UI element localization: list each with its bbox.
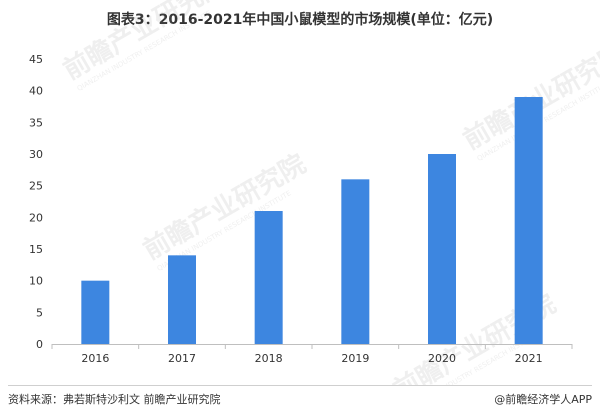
watermark-text: 前瞻产业研究院 [138,148,311,266]
y-tick-label: 30 [29,148,43,161]
bar-2020 [428,154,456,344]
y-tick-label: 0 [36,338,43,351]
x-axis: 2016 2017 2018 2019 2020 2021 [51,344,573,365]
bar-2021 [514,97,543,344]
y-tick-label: 5 [36,306,43,319]
bar-2018 [254,211,283,344]
bar-2017 [168,255,196,344]
x-tick-label: 2018 [255,352,283,365]
bar-2016 [81,280,110,344]
y-tick-label: 45 [29,53,43,66]
x-tick-label: 2017 [168,352,196,365]
footer-divider [8,385,592,386]
bar-2019 [341,179,370,344]
y-tick-label: 25 [29,180,43,193]
brand-credit: @前瞻经济学人APP [494,393,592,406]
x-tick-label: 2021 [515,352,543,365]
x-tick-label: 2016 [81,352,109,365]
y-tick-label: 20 [29,211,43,224]
y-tick-label: 35 [29,116,43,129]
y-tick-label: 10 [29,275,43,288]
source-note: 资料来源：弗若斯特沙利文 前瞻产业研究院 [8,393,221,406]
y-axis: 0 5 10 15 20 25 30 35 40 45 [29,53,43,351]
chart-title: 图表3：2016-2021年中国小鼠模型的市场规模(单位：亿元) [106,12,494,28]
bars [81,97,543,344]
y-tick-label: 40 [29,85,43,98]
x-tick-label: 2019 [341,352,369,365]
x-tick-label: 2020 [428,352,456,365]
y-tick-label: 15 [29,243,43,256]
